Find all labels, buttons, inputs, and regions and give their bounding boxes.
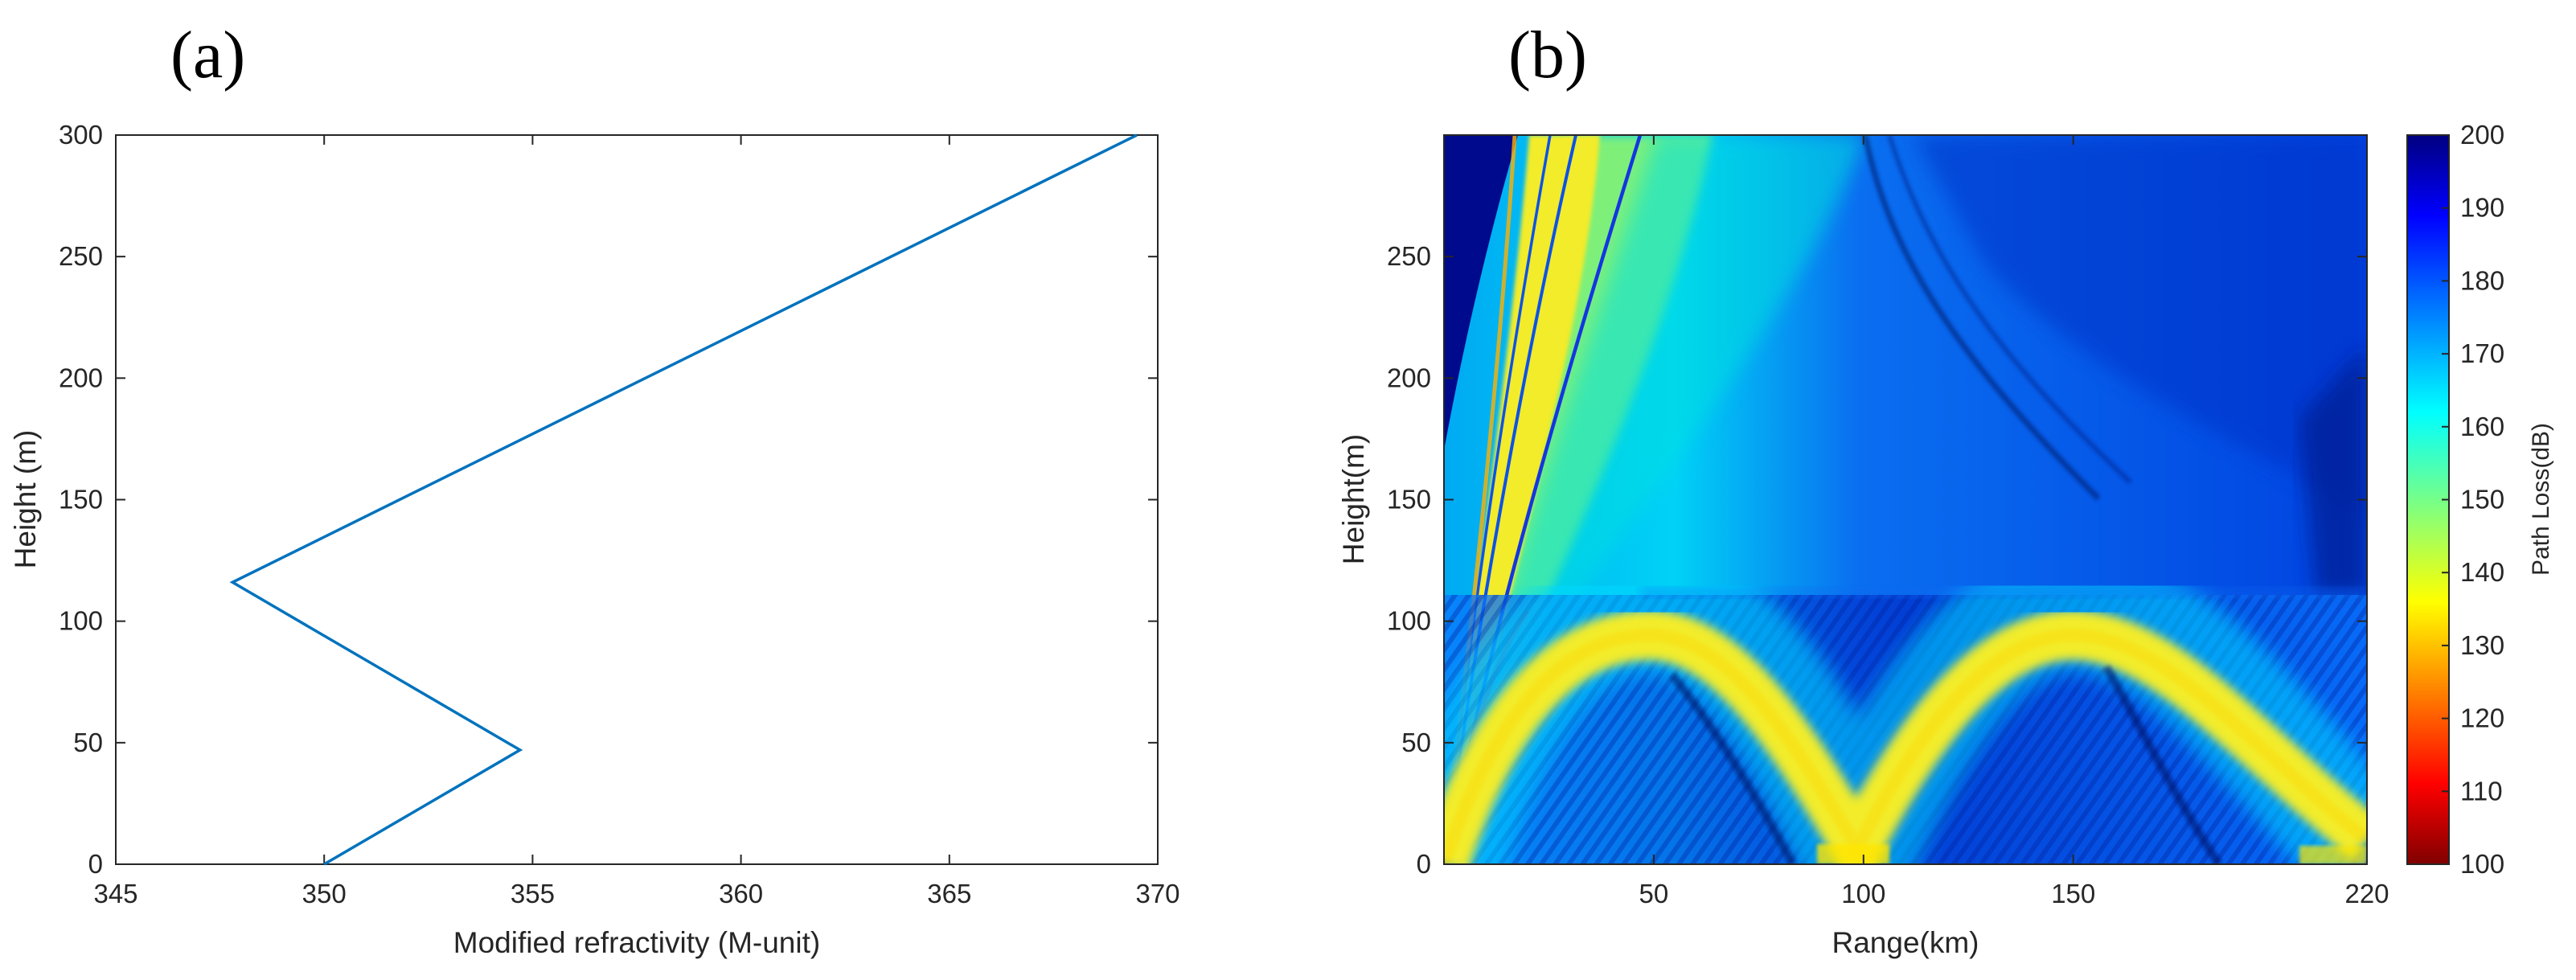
heatmap-image bbox=[1444, 135, 2367, 864]
panel-label-b: (b) bbox=[1508, 18, 1587, 92]
x-axis-label-a: Modified refractivity (M-unit) bbox=[453, 926, 820, 959]
y-tick-label-b: 100 bbox=[1387, 606, 1431, 636]
refractivity-profile-line bbox=[229, 133, 1138, 866]
x-tick-label-b: 100 bbox=[1841, 879, 1885, 908]
colorbar: 100 110 120 130 140 150 160 170 180 190 200 Path L… bbox=[2406, 120, 2554, 879]
y-tick-label-a: 300 bbox=[59, 120, 103, 150]
colorbar-tick-label: 120 bbox=[2460, 703, 2504, 733]
colorbar-tick-label: 140 bbox=[2460, 557, 2504, 587]
colorbar-tick-label: 180 bbox=[2460, 265, 2504, 295]
x-tick-label-b: 220 bbox=[2344, 879, 2389, 908]
x-tick-label-a: 365 bbox=[927, 879, 971, 908]
y-tick-label-a: 100 bbox=[59, 606, 103, 636]
y-tick-label-b: 0 bbox=[1417, 849, 1431, 879]
colorbar-tick-label: 130 bbox=[2460, 630, 2504, 660]
x-tick-label-b: 50 bbox=[1639, 879, 1669, 908]
colorbar-label: Path Loss(dB) bbox=[2528, 423, 2554, 576]
y-tick-label-b: 50 bbox=[1401, 728, 1431, 757]
colorbar-tick-label: 150 bbox=[2460, 485, 2504, 515]
plot-a-frame bbox=[115, 134, 1159, 865]
y-tick-label-b: 150 bbox=[1387, 485, 1431, 515]
colorbar-tick-label: 100 bbox=[2460, 849, 2504, 879]
y-axis-label-a: Height (m) bbox=[9, 430, 42, 569]
x-axis-label-b: Range(km) bbox=[1832, 926, 1979, 959]
y-tick-label-b: 250 bbox=[1387, 241, 1431, 271]
y-tick-label-a: 150 bbox=[59, 485, 103, 515]
x-tick-label-a: 345 bbox=[93, 879, 137, 908]
y-tick-label-a: 0 bbox=[88, 849, 103, 879]
refractivity-profile-chart: 345 350 355 360 365 370 0 50 100 150 200 250 300 Mo… bbox=[9, 120, 1180, 959]
colorbar-tick-label: 160 bbox=[2460, 412, 2504, 441]
x-tick-label-a: 350 bbox=[302, 879, 347, 908]
x-tick-label-a: 355 bbox=[511, 879, 555, 908]
colorbar-tick-label: 200 bbox=[2460, 120, 2504, 150]
path-loss-heatmap-chart: 50 100 150 220 0 50 100 150 200 250 Range(km) He… bbox=[1337, 120, 2554, 959]
x-tick-label-a: 360 bbox=[719, 879, 763, 908]
y-tick-label-b: 200 bbox=[1387, 363, 1431, 392]
y-tick-label-a: 200 bbox=[59, 363, 103, 392]
panel-label-a: (a) bbox=[170, 18, 245, 92]
colorbar-tick-label: 110 bbox=[2460, 776, 2503, 806]
x-tick-label-a: 370 bbox=[1135, 879, 1179, 908]
y-tick-label-a: 250 bbox=[59, 241, 103, 271]
colorbar-tick-label: 190 bbox=[2460, 193, 2504, 223]
x-tick-label-b: 150 bbox=[2051, 879, 2095, 908]
colorbar-tick-label: 170 bbox=[2460, 338, 2504, 368]
y-tick-label-a: 50 bbox=[73, 728, 103, 757]
y-axis-label-b: Height(m) bbox=[1337, 434, 1370, 564]
